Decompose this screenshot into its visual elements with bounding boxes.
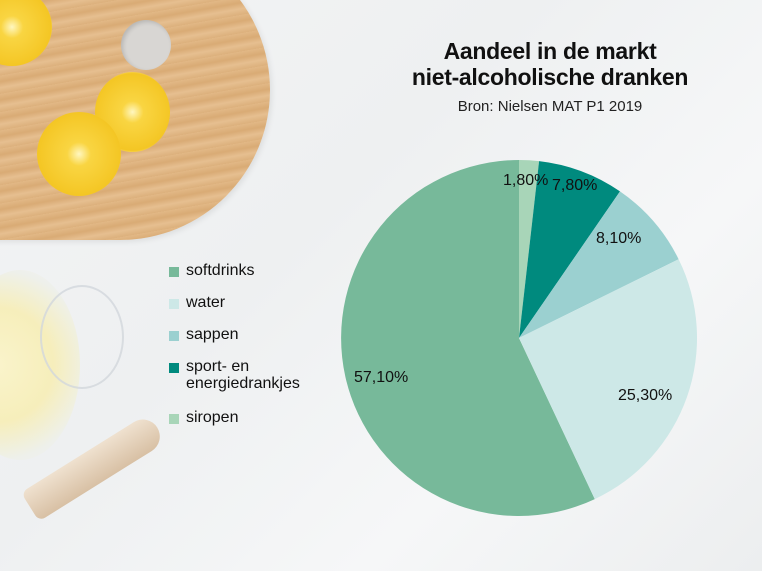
slice-sappen bbox=[519, 191, 679, 338]
glass-rim-image bbox=[40, 285, 124, 389]
label-siropen: 1,80% bbox=[503, 172, 548, 189]
chart-title-line2: niet-alcoholische dranken bbox=[411, 64, 689, 90]
legend-item-siropen: siropen bbox=[169, 409, 238, 426]
slice-siropen bbox=[519, 159, 540, 338]
slice-water bbox=[519, 259, 698, 500]
slice-softdrinks bbox=[341, 160, 595, 516]
legend-swatch bbox=[169, 414, 179, 424]
legend-label: sappen bbox=[186, 326, 239, 343]
legend-label: siropen bbox=[186, 409, 239, 426]
legend-label: sport- en energiedrankjes bbox=[186, 358, 300, 392]
chart-source: Bron: Nielsen MAT P1 2019 bbox=[457, 98, 643, 115]
legend-item-water: water bbox=[169, 294, 225, 311]
chart-title: Aandeel in de markt niet-alcoholische dr… bbox=[380, 38, 720, 90]
label-sport: 7,80% bbox=[552, 177, 597, 194]
cutting-board-hole bbox=[121, 20, 171, 70]
lemon-slice-image bbox=[37, 112, 121, 196]
chart-title-line1: Aandeel in de markt bbox=[443, 38, 657, 64]
chart-title-block: Aandeel in de markt niet-alcoholische dr… bbox=[380, 38, 720, 115]
label-softdrinks: 57,10% bbox=[354, 369, 408, 386]
legend-swatch bbox=[169, 267, 179, 277]
legend-swatch bbox=[169, 363, 179, 373]
legend-label: softdrinks bbox=[186, 262, 255, 279]
legend-item-sappen: sappen bbox=[169, 326, 239, 343]
slice-sport-energiedrankjes bbox=[519, 161, 620, 338]
legend-item-softdrinks: softdrinks bbox=[169, 262, 254, 279]
legend-item-sport: sport- en energiedrankjes bbox=[169, 358, 336, 392]
legend-label: water bbox=[186, 294, 226, 311]
label-sappen: 8,10% bbox=[596, 230, 641, 247]
legend-swatch bbox=[169, 331, 179, 341]
label-water: 25,30% bbox=[618, 387, 672, 404]
legend-swatch bbox=[169, 299, 179, 309]
